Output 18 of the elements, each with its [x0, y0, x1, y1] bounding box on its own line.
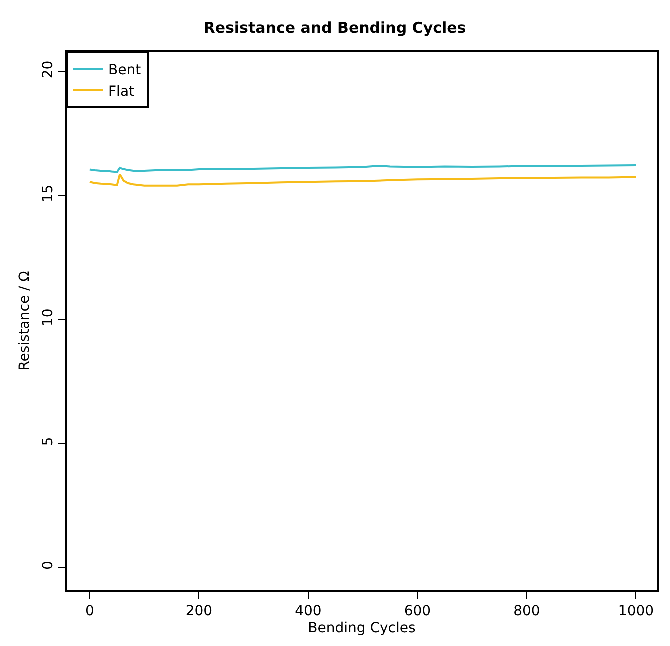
legend-label: Flat [108, 84, 136, 100]
x-tick-label: 0 [85, 604, 94, 620]
x-tick-label: 200 [186, 604, 213, 620]
line-series [88, 164, 638, 174]
y-tick-label: 5 [40, 437, 57, 446]
y-tick-label: 15 [40, 184, 57, 203]
y-tick-label: 0 [40, 561, 57, 570]
y-tick-label: 10 [40, 308, 57, 327]
y-axis-title: Resistance / Ω [16, 270, 33, 371]
x-tick-label: 600 [404, 604, 432, 620]
x-axis-title: Bending Cycles [308, 620, 416, 636]
y-tick-label: 20 [40, 60, 57, 79]
x-tick-label: 800 [514, 604, 540, 620]
line-series [88, 174, 638, 187]
x-tick-label: 1000 [618, 604, 654, 620]
x-tick-label: 400 [295, 604, 322, 620]
legend-label: Bent [108, 62, 142, 79]
chart-title: Resistance and Bending Cycles [204, 19, 466, 38]
